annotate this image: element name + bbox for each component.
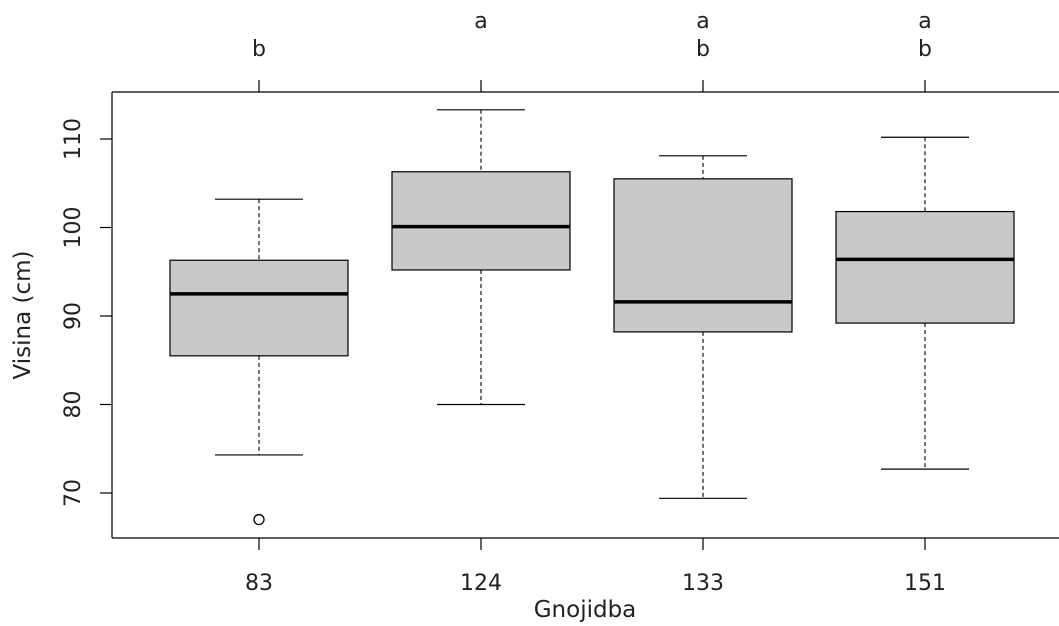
group-letter: b [696,37,710,62]
y-tick-label: 80 [61,391,86,419]
box-133 [613,178,793,333]
x-tick-label: 124 [460,571,502,596]
x-tick-label: 83 [245,571,273,596]
y-tick-label: 100 [61,207,86,249]
y-tick-label: 70 [61,479,86,507]
x-tick-label: 151 [904,571,946,596]
box-124 [391,171,571,271]
y-tick-label: 90 [61,302,86,330]
box-83 [169,259,349,357]
y-tick-label: 110 [61,118,86,160]
group-letter: b [252,37,266,62]
group-letter: b [918,37,932,62]
group-letter: a [474,9,487,34]
y-axis-label: Visina (cm) [10,251,36,380]
x-tick-label: 133 [682,571,724,596]
group-letter: a [696,9,709,34]
box-151 [835,210,1015,324]
group-letter: a [918,9,931,34]
outlier-point [253,513,265,526]
x-axis-label: Gnojidba [534,597,637,623]
